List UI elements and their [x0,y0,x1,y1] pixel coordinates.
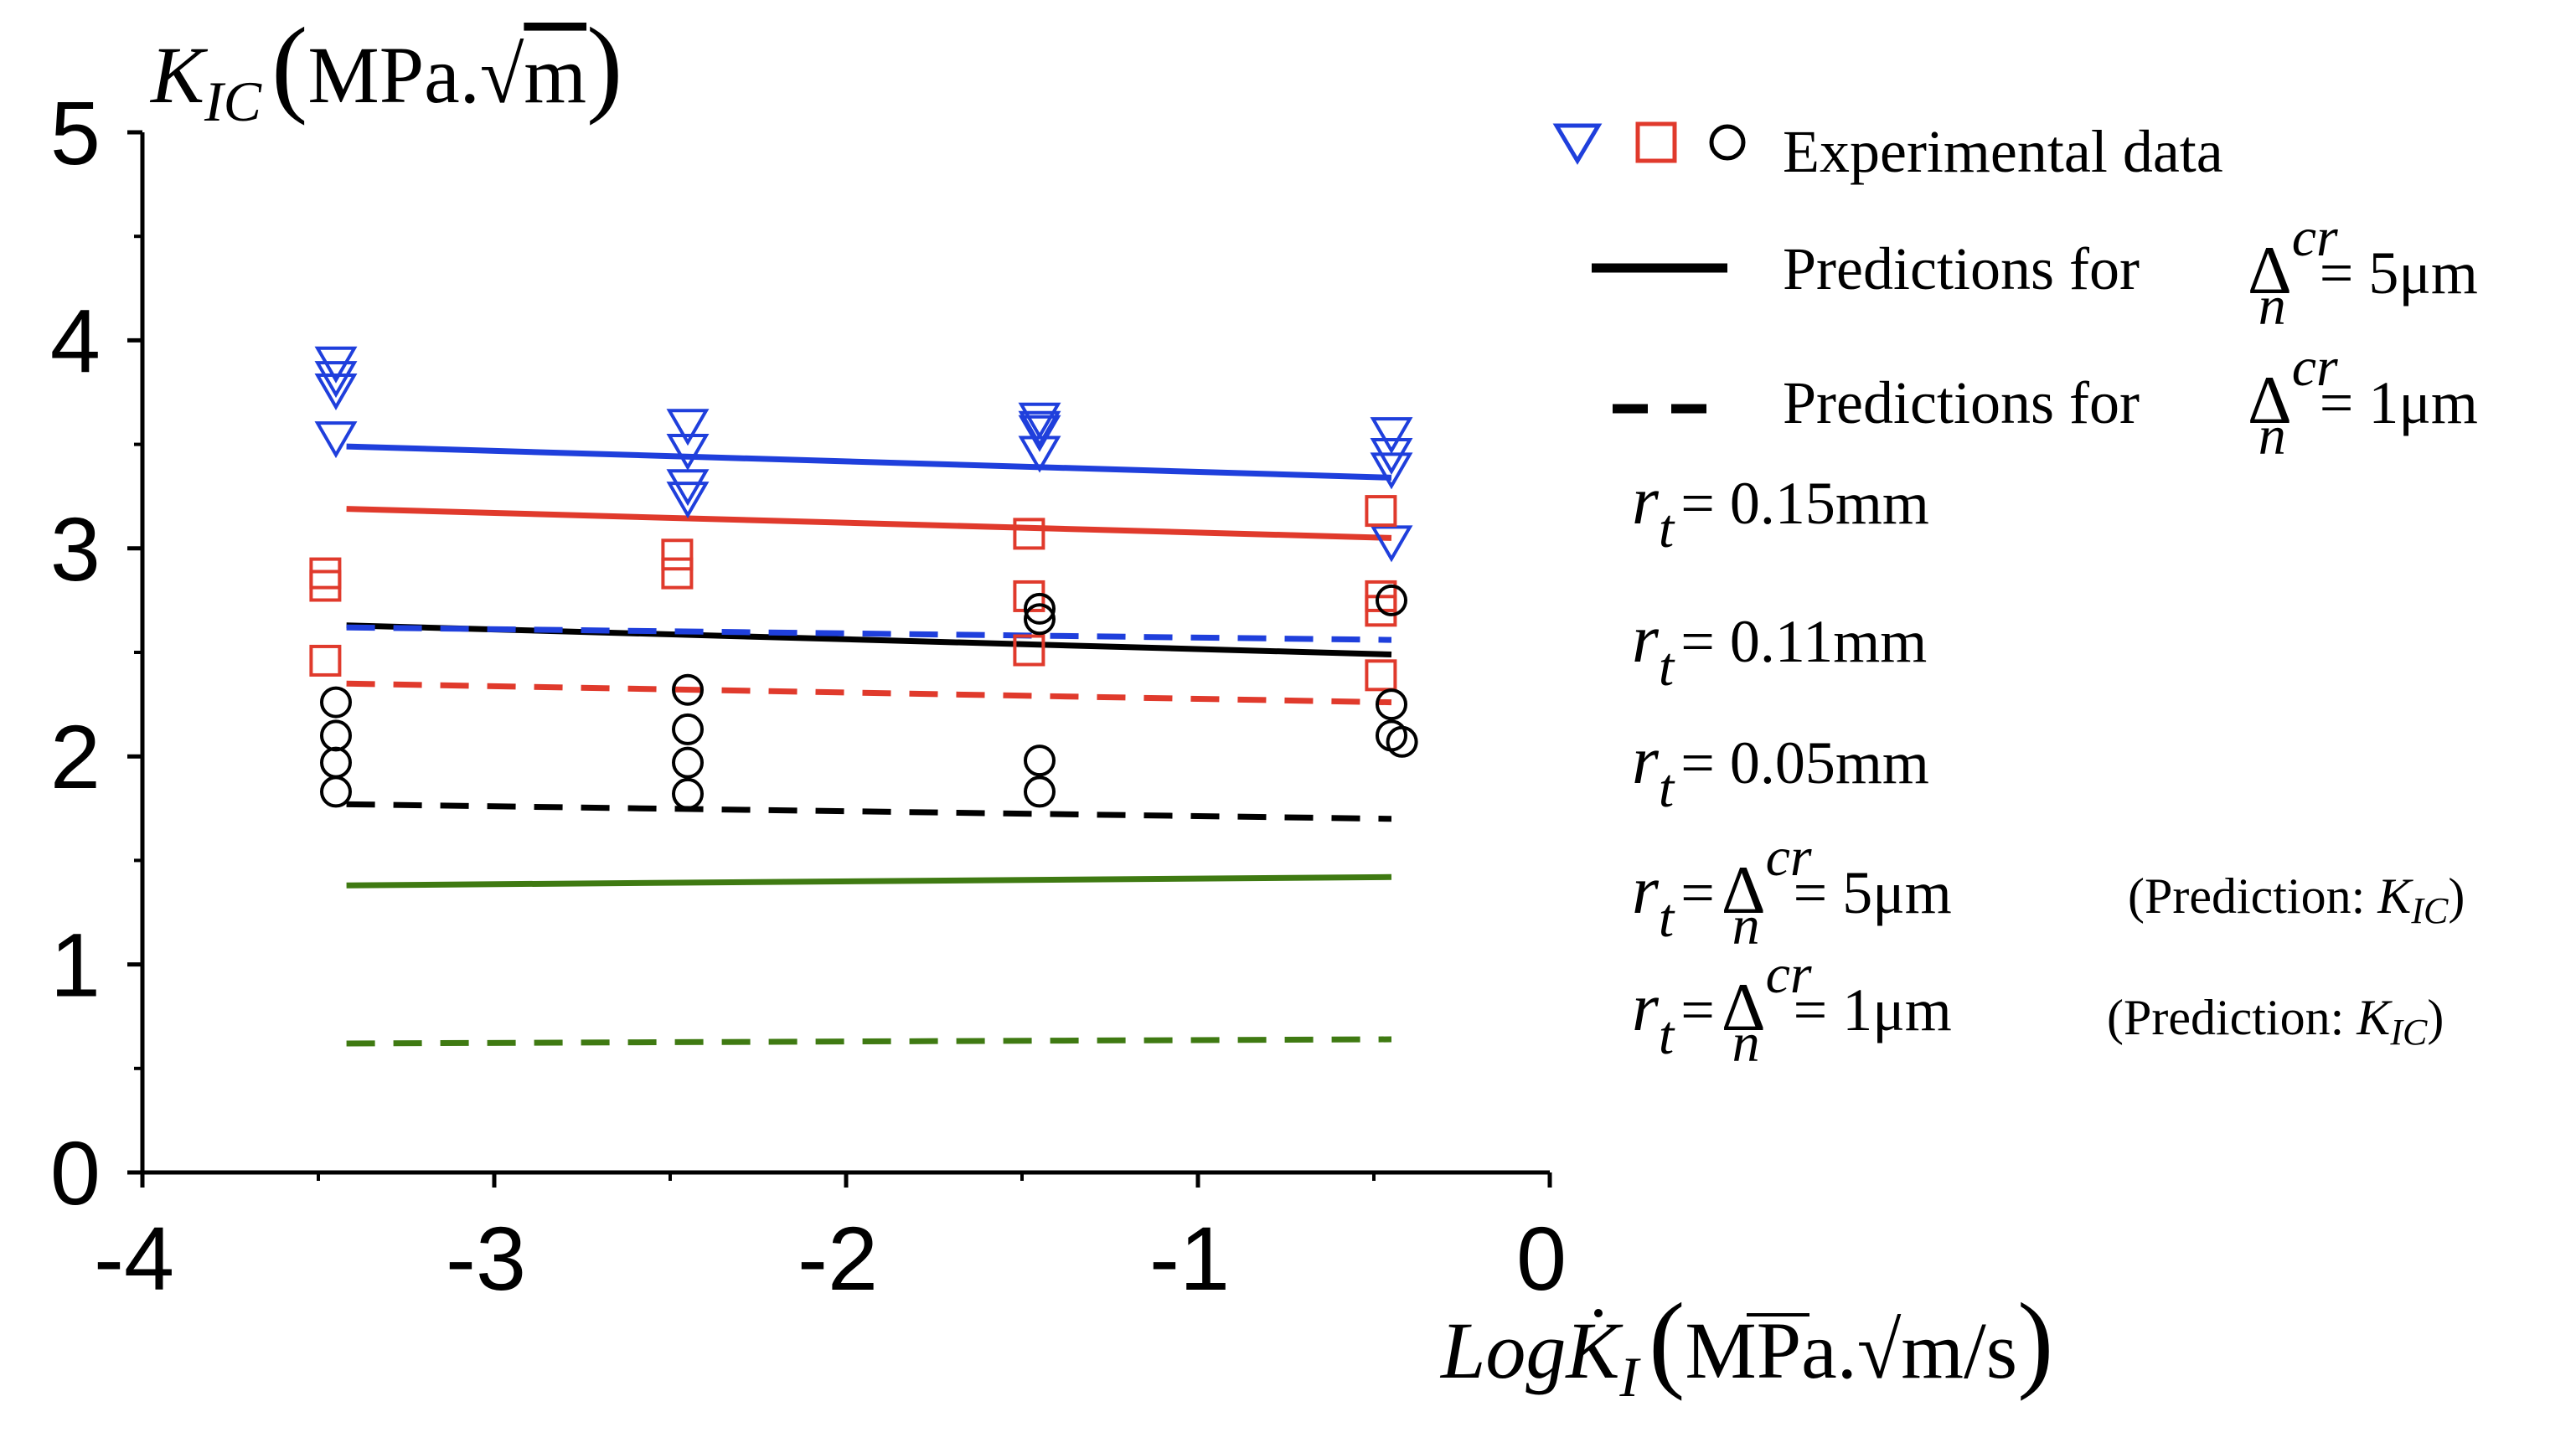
data-point-circle [1024,745,1056,777]
data-point-triangle [1018,410,1061,448]
data-point-circle [1376,688,1407,721]
series-line-black-solid [346,622,1392,657]
legend-rt-delta1: rt =Δcr n = 1μm [1632,944,1952,1074]
data-point-square [661,557,694,590]
data-point-circle [672,713,704,745]
data-point-square [309,557,342,590]
data-point-circle [1386,725,1418,758]
x-tick-label: -1 [1149,1208,1230,1309]
data-point-square [309,569,342,602]
y-tick-label: 3 [50,498,101,600]
x-tick-label: 0 [1516,1208,1567,1309]
data-point-circle [672,777,704,810]
x-axis-label: LogKI(MPa.√m/s) [1439,1281,2053,1409]
data-point-circle [320,719,352,752]
data-point-triangle [666,409,710,446]
y-tick-label: 5 [50,82,101,183]
data-point-triangle [1018,435,1061,473]
data-point-square [1365,495,1397,528]
data-point-circle [1024,592,1056,625]
x-tick-label: -2 [798,1208,878,1309]
x-tick-label: -3 [446,1208,526,1309]
legend-rt-delta5: rt =Δcr n = 5μm [1632,827,1952,956]
data-point-triangle [314,361,358,399]
data-point-triangle [666,469,710,507]
data-point-circle [672,746,704,779]
legend-rt011: rt = 0.11mm [1632,600,1927,698]
data-point-triangle [314,421,358,459]
data-point-circle [320,686,352,719]
data-point-triangle [666,434,710,471]
data-point-square [1013,634,1045,667]
x-label-dot-accent [1594,1309,1603,1317]
data-point-triangle [1370,417,1413,455]
series-line-blue-dashed [346,624,1392,643]
legend: Experimental data Predictions for Δcr n = … [1552,118,2478,1074]
data-point-square [1365,595,1397,627]
data-point-circle [1024,775,1056,808]
data-point-triangle [1370,525,1413,563]
y-tick-label: 1 [50,915,101,1016]
data-point-triangle [1018,402,1061,440]
legend-pred5-label: Predictions for [1783,235,2140,302]
y-tick-label: 4 [50,290,101,391]
data-point-square [1013,518,1045,550]
ticks-layer: -4 -3 -2 -1 0 0 1 2 3 4 5 [50,82,1567,1309]
legend-square-marker [1635,121,1677,163]
data-point-circle [672,673,704,706]
legend-pred1-delta: Δcr n = 1μm [2248,337,2478,466]
legend-triangle-marker [1552,123,1603,165]
data-point-circle [320,775,352,808]
series-line-green-dashed [346,1036,1392,1047]
legend-pred-note-5: (Prediction: KIC) [2128,868,2465,931]
lines-layer [346,443,1392,1047]
y-axis-label: KIC(MPa.√m) [149,6,622,133]
legend-circle-marker [1709,124,1746,161]
data-point-circle [1376,584,1407,616]
data-point-triangle [666,482,710,519]
legend-pred1-label: Predictions for [1783,369,2140,436]
data-point-square [661,538,694,571]
series-line-green-solid [346,873,1392,889]
y-tick-label: 0 [50,1122,101,1224]
series-line-black-dashed [346,801,1392,822]
data-point-triangle [314,374,358,411]
y-tick-label: 2 [50,706,101,807]
legend-rt015: rt = 0.15mm [1632,462,1929,559]
series-line-blue-solid [346,443,1392,481]
series-line-red-solid [346,506,1392,541]
markers-layer [309,346,1418,810]
data-point-circle [1376,719,1407,752]
data-point-square [309,644,342,677]
legend-pred-note-1: (Prediction: KIC) [2107,990,2444,1053]
legend-pred5-delta: Δcr n = 5μm [2248,207,2478,337]
legend-rt005: rt = 0.05mm [1632,722,1929,819]
legend-experimental-label: Experimental data [1783,118,2223,185]
data-point-circle [320,746,352,779]
data-point-circle [1024,603,1056,636]
x-tick-label: -4 [94,1208,174,1309]
data-point-triangle [1018,415,1061,452]
data-point-square [1365,659,1397,692]
series-line-red-dashed [346,680,1392,706]
data-point-triangle [1370,452,1413,490]
